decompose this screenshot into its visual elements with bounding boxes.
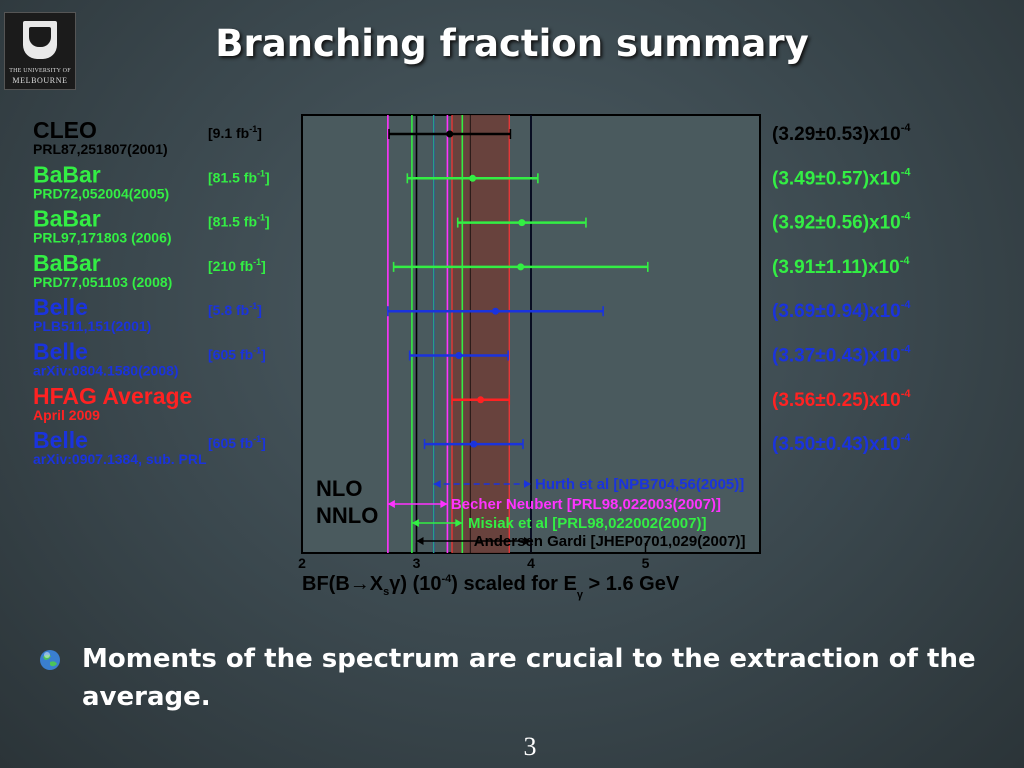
experiment-name: Belle — [33, 339, 88, 365]
theory-prediction: Misiak et al [PRL98,022002(2007)] — [411, 515, 706, 532]
logo-text-line1: THE UNIVERSITY OF — [9, 68, 71, 74]
order-label: NLO — [316, 476, 362, 501]
slide-title: Branching fraction summary — [215, 22, 809, 65]
data-point — [517, 263, 525, 271]
arrowhead-right — [455, 519, 463, 527]
experiment-name: Belle — [33, 427, 88, 453]
reference-label: PRL87,251807(2001) — [33, 141, 168, 157]
arrowhead-left — [433, 480, 441, 488]
experiment-name: CLEO — [33, 117, 97, 143]
logo-text-line2: MELBOURNE — [12, 76, 68, 85]
reference-label: PRL97,171803 (2006) — [33, 230, 172, 246]
experiment-name: BaBar — [33, 161, 101, 187]
theory-prediction: Andersen Gardi [JHEP0701,029(2007)] — [416, 533, 746, 550]
reference-label: April 2009 — [33, 407, 100, 423]
reference-label: arXiv:0804.1580(2008) — [33, 363, 179, 379]
university-logo: THE UNIVERSITY OF MELBOURNE — [4, 12, 76, 90]
luminosity-label: [81.5 fb-1] — [208, 168, 270, 185]
luminosity-label: [5.8 fb-1] — [208, 301, 262, 318]
reference-label: arXiv:0907.1384, sub. PRL — [33, 451, 207, 467]
theory-label: Andersen Gardi [JHEP0701,029(2007)] — [474, 533, 746, 550]
page-number: 3 — [523, 732, 537, 761]
x-tick-label: 2 — [298, 555, 306, 571]
result-value: (3.91±1.11)x10-4 — [772, 255, 910, 278]
luminosity-label: [210 fb-1] — [208, 257, 266, 274]
arrowhead-left — [416, 537, 424, 545]
x-tick-label: 4 — [527, 555, 535, 571]
theory-label: Hurth et al [NPB704,56(2005)] — [535, 476, 744, 493]
x-axis-label: BF(B→Xsγ) (10-4) scaled for Eγ > 1.6 GeV — [302, 573, 680, 601]
reference-label: PLB511,151(2001) — [33, 318, 151, 334]
result-value: (3.29±0.53)x10-4 — [772, 122, 911, 145]
theory-label: Becher Neubert [PRL98,022003(2007)] — [451, 496, 721, 513]
arrowhead-right — [524, 537, 531, 545]
luminosity-label: [81.5 fb-1] — [208, 213, 270, 230]
experiment-name: BaBar — [33, 250, 101, 276]
experiment-name: BaBar — [33, 206, 101, 232]
order-label: NNLO — [316, 503, 378, 528]
result-value: (3.50±0.43)x10-4 — [772, 432, 911, 455]
luminosity-label: [9.1 fb-1] — [208, 124, 262, 141]
data-point — [492, 307, 500, 315]
globe-bullet-icon — [40, 650, 60, 670]
data-point — [477, 396, 485, 404]
data-point — [470, 440, 478, 448]
luminosity-label: [605 fb-1] — [208, 434, 266, 451]
arrowhead-left — [387, 500, 395, 508]
arrowhead-right — [440, 500, 448, 508]
arrowhead-right — [524, 480, 531, 488]
data-point — [469, 174, 477, 182]
reference-label: PRD72,052004(2005) — [33, 185, 169, 201]
theory-label: Misiak et al [PRL98,022002(2007)] — [468, 515, 706, 532]
experiment-name: HFAG Average — [33, 383, 192, 409]
result-value: (3.92±0.56)x10-4 — [772, 211, 911, 234]
crest-icon — [23, 21, 57, 59]
luminosity-label: [605 fb-1] — [208, 346, 266, 363]
result-value: (3.69±0.94)x10-4 — [772, 299, 911, 322]
data-point — [446, 130, 454, 138]
reference-label: PRD77,051103 (2008) — [33, 274, 172, 290]
bullet-text: Moments of the spectrum are crucial to t… — [82, 644, 976, 712]
theory-prediction: Becher Neubert [PRL98,022003(2007)] — [387, 496, 721, 513]
result-value: (3.49±0.57)x10-4 — [772, 166, 911, 189]
x-tick-label: 3 — [413, 555, 421, 571]
x-tick-label: 5 — [642, 555, 650, 571]
theory-prediction: Hurth et al [NPB704,56(2005)] — [433, 476, 744, 493]
average-band — [451, 115, 510, 553]
data-point — [518, 219, 526, 227]
result-value: (3.56±0.25)x10-4 — [772, 388, 911, 411]
arrowhead-left — [411, 519, 419, 527]
experiment-name: Belle — [33, 294, 88, 320]
result-value: (3.37±0.43)x10-4 — [772, 344, 911, 367]
data-point — [455, 352, 463, 359]
